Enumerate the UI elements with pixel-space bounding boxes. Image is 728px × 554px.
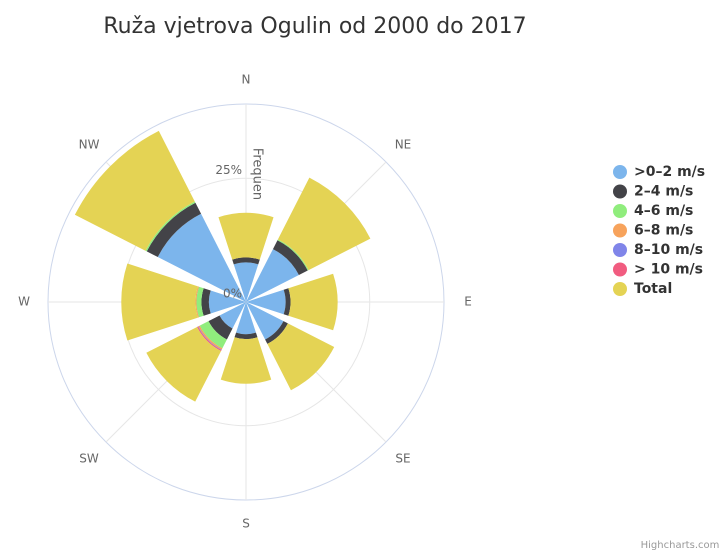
direction-label: E [464,295,472,309]
rose-sector [246,302,284,340]
legend-label: 4–6 m/s [634,203,693,219]
rose-sector [219,302,246,329]
direction-label: S [242,517,250,531]
legend-label: > 10 m/s [634,262,703,278]
rose-sector [246,289,286,315]
legend-symbol [613,282,627,296]
rose-sector [146,326,222,402]
legend-symbol [613,243,627,257]
rose-sector [288,273,338,331]
rose-sector [267,323,335,391]
rose-sector [195,286,199,318]
legend-symbol [613,204,627,218]
y-tick-label: 0% [223,287,242,301]
rose-sector [220,337,272,384]
legend-label: >0–2 m/s [634,164,705,180]
rose-sector [74,130,195,251]
rose-sector [272,240,308,276]
credits: Highcharts.com [641,540,720,551]
rose-sector [265,321,288,344]
rose-sector [233,262,259,302]
legend-symbol [613,223,627,238]
y-tick-label: 25% [215,163,242,177]
rose-sector [199,321,227,349]
legend-label: 2–4 m/s [634,184,693,200]
rose-sector [196,286,204,318]
rose-sector [146,202,202,258]
legend-label: 6–8 m/s [634,223,693,239]
legend-symbol [613,262,627,277]
legend-label: 8–10 m/s [634,242,703,258]
rose-sector [218,212,274,260]
y-axis-title: Frequen [250,148,265,200]
rose-sector [234,332,258,340]
rose-sector [157,213,246,302]
legend-symbol [613,184,627,199]
rose-sector [198,325,223,350]
rose-sector [277,177,371,271]
direction-label: NW [79,138,100,152]
rose-sector [201,288,211,316]
rose-sector [246,249,299,302]
direction-label: SE [395,451,410,465]
direction-label: N [242,73,251,87]
chart-title: Ruža vjetrova Ogulin od 2000 do 2017 [103,14,526,39]
direction-label: SW [79,451,99,465]
direction-label: NE [395,138,412,152]
rose-sector [208,290,246,314]
rose-sector [208,315,233,340]
rose-sector [121,263,198,341]
rose-sector [232,257,260,265]
rose-sector [236,302,256,335]
rose-sector [283,288,291,316]
direction-label: W [18,295,30,309]
legend-symbol [613,165,627,179]
legend-label: Total [634,281,672,297]
